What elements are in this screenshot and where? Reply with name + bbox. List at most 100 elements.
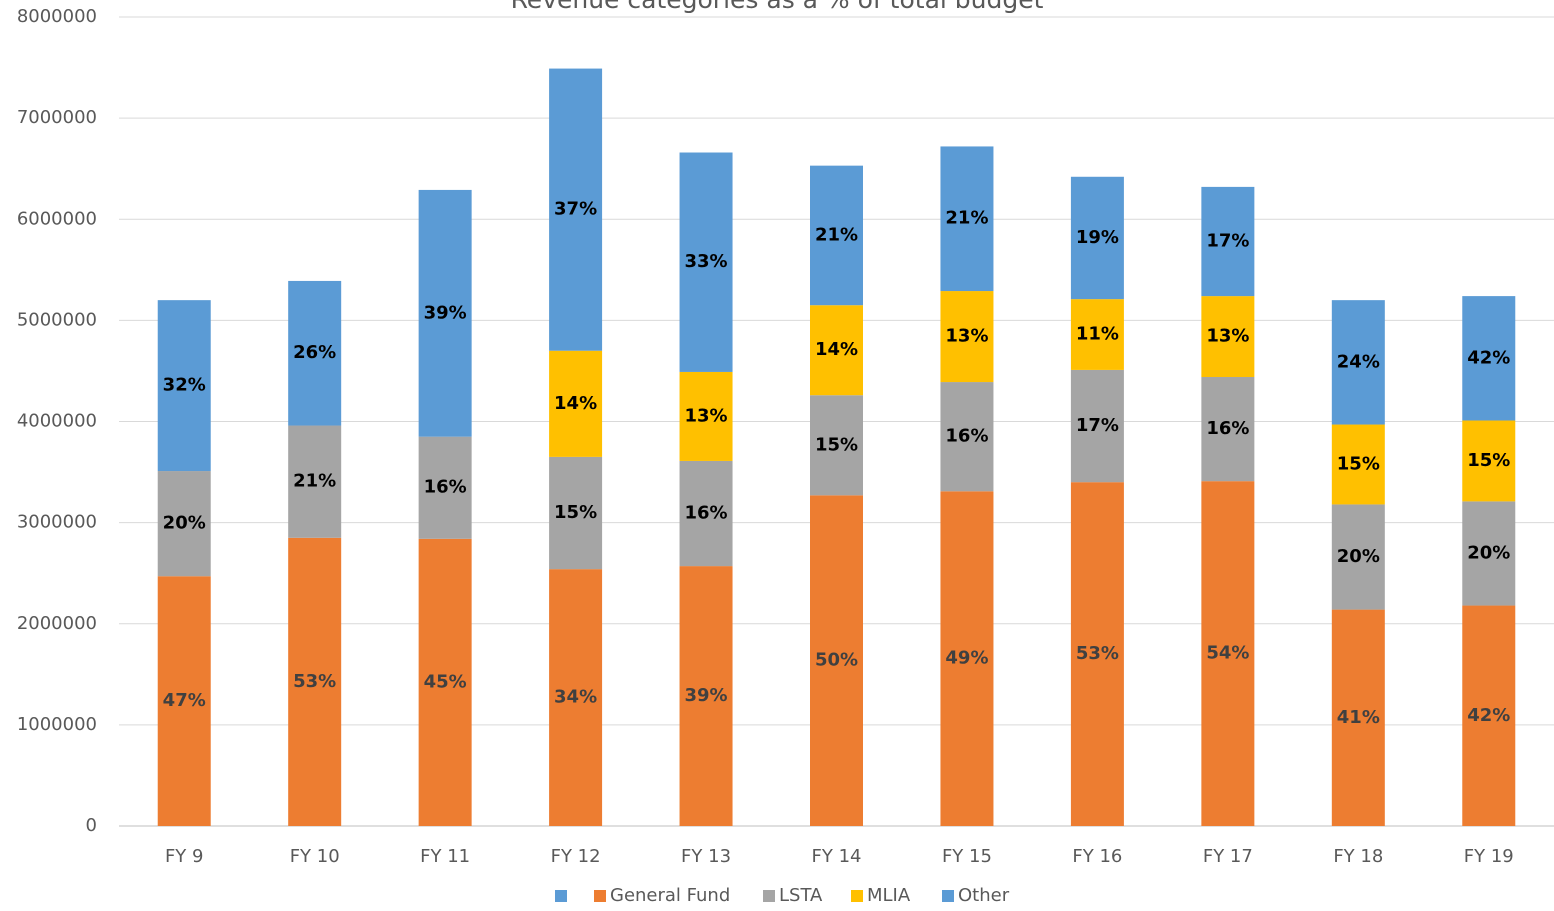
y-tick-label: 5000000 [17,309,97,330]
bar-segment-general-fund [1070,482,1124,826]
bar-segment-other [418,189,472,437]
bar-segment-lsta [810,395,863,496]
data-label: 20% [163,513,206,534]
data-label: 21% [293,471,336,492]
chart-title: Revenue categories as a % of total budge… [511,0,1044,14]
data-label: 15% [1337,453,1380,474]
bar-segment-general-fund [1201,481,1255,826]
bar-segment-other [1331,300,1385,425]
data-label: 39% [424,302,467,323]
bar-segment-general-fund [1462,605,1516,826]
bar-segment-lsta [940,382,994,492]
data-label: 11% [1076,324,1119,345]
data-label: 24% [1337,351,1380,372]
data-label: 16% [945,426,988,447]
bar-segment-other [549,68,603,351]
data-label: 47% [163,690,206,711]
bar-segment-other [940,146,994,292]
x-tick-label: FY 10 [290,846,340,867]
data-label: 19% [1076,227,1119,248]
bar-segment-lsta [549,456,603,570]
legend-swatch [851,890,863,902]
data-label: 21% [945,208,988,229]
data-label: 41% [1337,707,1380,728]
legend-label: Other [958,885,1010,906]
bar-segment-general-fund [418,538,472,826]
bar-segment-other [288,280,342,426]
bar-segment-other [1201,186,1255,297]
bar-segment-general-fund [940,491,994,826]
data-label: 42% [1467,705,1510,726]
x-tick-label: FY 19 [1464,846,1514,867]
bar-segment-mlia [1462,420,1516,502]
x-tick-label: FY 15 [942,846,992,867]
data-label: 15% [554,502,597,523]
legend-swatch [555,890,567,902]
segment-labels: 47% 20% 32% 53% 21% 26% 45% 16% 39% 34% 15% 14% 37% 3… [163,199,1511,728]
bar-segment-mlia [940,291,994,383]
data-label: 33% [684,251,727,272]
bar-segment-mlia [679,371,733,461]
bar-segment-lsta [679,460,733,567]
bar-segment-other [1462,296,1516,421]
y-axis-ticks: 0 1000000 2000000 3000000 4000000 5000000 6000… [17,6,97,836]
y-tick-label: 6000000 [17,208,97,229]
bar-segment-general-fund [549,569,603,826]
x-tick-label: FY 18 [1333,846,1383,867]
data-label: 20% [1337,546,1380,567]
data-label: 39% [684,685,727,706]
bar-segment-mlia [810,305,863,396]
y-tick-label: 8000000 [17,6,97,27]
x-axis-ticks: FY 9 FY 10 FY 11 FY 12 FY 13 FY 14 FY 15 FY 16 F… [165,846,1514,867]
bar-segment-lsta [157,471,211,577]
data-label: 16% [684,503,727,524]
bars [157,68,1516,826]
bar-segment-mlia [549,350,603,457]
legend: General Fund LSTA MLIA Other [555,885,1010,906]
bar-segment-lsta [1201,377,1255,482]
legend-label: MLIA [867,885,911,906]
bar-segment-lsta [1331,504,1385,610]
data-label: 37% [554,199,597,220]
x-tick-label: FY 13 [681,846,731,867]
data-label: 53% [1076,643,1119,664]
bar-segment-mlia [1070,299,1124,370]
bar-segment-general-fund [679,566,733,826]
y-tick-label: 0 [86,815,97,836]
legend-label: LSTA [779,885,823,906]
bar-segment-other [679,152,733,372]
bar-segment-general-fund [1331,609,1385,826]
data-label: 32% [163,375,206,396]
data-label: 26% [293,342,336,363]
data-label: 49% [945,648,988,669]
bar-segment-other [810,165,863,306]
x-tick-label: FY 12 [551,846,601,867]
data-label: 15% [815,434,858,455]
data-label: 34% [554,687,597,708]
bar-segment-general-fund [288,537,342,826]
bar-segment-lsta [418,436,472,539]
data-label: 45% [424,671,467,692]
y-tick-label: 3000000 [17,512,97,533]
bar-segment-other [157,300,211,472]
y-tick-label: 7000000 [17,107,97,128]
bar-segment-lsta [1462,501,1516,606]
data-label: 16% [424,477,467,498]
data-label: 17% [1206,230,1249,251]
data-label: 21% [815,224,858,245]
legend-swatch [763,890,775,902]
x-tick-label: FY 11 [420,846,470,867]
x-tick-label: FY 9 [165,846,204,867]
data-label: 14% [554,393,597,414]
data-label: 54% [1206,643,1249,664]
data-label: 13% [1206,326,1249,347]
data-label: 16% [1206,418,1249,439]
legend-label: General Fund [610,885,730,906]
legend-swatch [942,890,954,902]
bar-segment-general-fund [157,576,211,826]
y-tick-label: 4000000 [17,411,97,432]
data-label: 50% [815,650,858,671]
data-label: 42% [1467,347,1510,368]
x-tick-label: FY 16 [1072,846,1122,867]
